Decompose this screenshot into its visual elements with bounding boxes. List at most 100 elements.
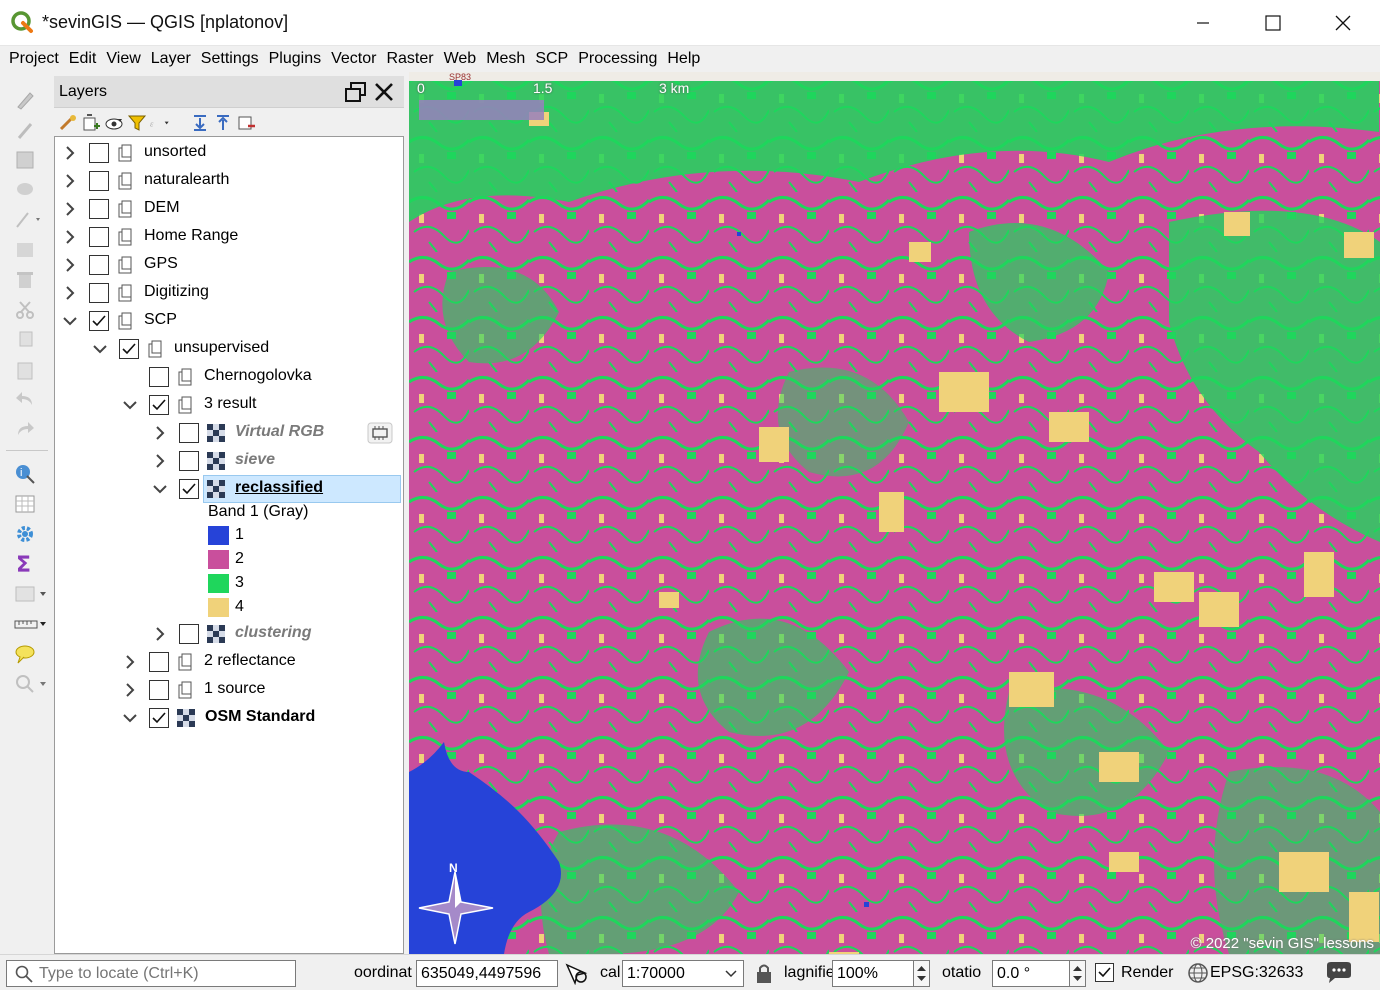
undo-button[interactable] [8,386,46,414]
layer-group-chernogolovka[interactable]: Chernogolovka [55,363,403,391]
show-layout-button[interactable] [8,580,46,608]
current-edits-button[interactable] [8,86,46,114]
chevron-right-icon[interactable] [61,144,79,162]
messages-icon[interactable] [1325,961,1353,985]
redo-button[interactable] [8,416,46,444]
layer-checkbox-checked[interactable] [149,708,169,728]
cut-features-button[interactable] [8,296,46,324]
menu-web[interactable]: Web [443,50,477,67]
identify-features-button[interactable]: i [8,460,46,488]
layer-checkbox[interactable] [89,227,109,247]
layer-osm-standard[interactable]: OSM Standard [55,704,403,732]
layer-group-2-reflectance[interactable]: 2 reflectance [55,648,403,676]
layer-tree[interactable]: unsorted naturalearth DEM Home Range GPS [54,136,404,954]
layer-checkbox[interactable] [149,680,169,700]
layer-group-scp[interactable]: SCP [55,307,403,335]
toggle-editing-button[interactable] [8,116,46,144]
layer-group-dem[interactable]: DEM [55,195,403,223]
remove-layer-icon[interactable] [236,113,256,133]
rotation-spinner[interactable] [1069,960,1086,987]
save-edits-button[interactable] [8,146,46,174]
lock-scale-icon[interactable] [754,962,774,984]
chevron-down-icon[interactable] [121,396,139,414]
menu-help[interactable]: Help [667,50,701,67]
layer-group-naturalearth[interactable]: naturalearth [55,167,403,195]
layer-checkbox[interactable] [179,451,199,471]
layer-group-unsupervised[interactable]: unsupervised [55,335,403,363]
filter-expression-icon[interactable]: ε [150,113,170,133]
rotation-field[interactable]: 0.0 ° [992,960,1070,987]
toggle-extents-icon[interactable] [564,961,590,985]
add-group-icon[interactable] [80,113,100,133]
chevron-down-icon[interactable] [91,340,109,358]
collapse-all-icon[interactable] [213,113,233,133]
layer-checkbox[interactable] [89,255,109,275]
layer-checkbox[interactable] [149,652,169,672]
chevron-right-icon[interactable] [151,424,169,442]
processing-toolbox-button[interactable] [8,520,46,548]
layer-group-unsorted[interactable]: unsorted [55,139,403,167]
chevron-down-icon[interactable] [121,709,139,727]
chevron-right-icon[interactable] [151,625,169,643]
layer-checkbox[interactable] [89,199,109,219]
map-tips-button[interactable] [8,640,46,668]
layer-checkbox[interactable] [149,367,169,387]
layer-checkbox[interactable] [179,624,199,644]
layer-checkbox-checked[interactable] [119,339,139,359]
chevron-right-icon[interactable] [61,200,79,218]
close-button[interactable] [1308,0,1378,46]
chevron-right-icon[interactable] [61,284,79,302]
layer-group-home-range[interactable]: Home Range [55,223,403,251]
manage-visibility-icon[interactable] [104,113,124,133]
menu-raster[interactable]: Raster [386,50,434,67]
add-feature-button[interactable] [8,176,46,204]
menu-edit[interactable]: Edit [68,50,97,67]
layer-group-3-result[interactable]: 3 result [55,391,403,419]
menu-processing[interactable]: Processing [578,50,658,67]
chevron-right-icon[interactable] [121,681,139,699]
layer-checkbox-checked[interactable] [149,395,169,415]
vertex-tool-button[interactable] [8,206,46,234]
measure-tool-button[interactable] [8,610,46,638]
chevron-right-icon[interactable] [151,452,169,470]
crs-label[interactable]: EPSG:32633 [1210,964,1304,981]
layer-checkbox[interactable] [89,143,109,163]
minimize-button[interactable] [1168,0,1238,46]
coordinate-field[interactable]: 635049,4497596 [416,960,558,987]
filter-legend-icon[interactable] [127,113,147,133]
chevron-right-icon[interactable] [61,228,79,246]
layer-group-1-source[interactable]: 1 source [55,676,403,704]
magnifier-field[interactable]: 100% [832,960,914,987]
expand-all-icon[interactable] [190,113,210,133]
chevron-right-icon[interactable] [61,256,79,274]
layer-group-gps[interactable]: GPS [55,251,403,279]
layer-checkbox[interactable] [89,283,109,303]
map-canvas[interactable]: SP83 0 1.5 3 km N © 2022 "sevin GIS" les… [409,72,1380,954]
zoom-tools-button[interactable] [8,670,46,698]
menu-project[interactable]: Project [9,50,59,67]
close-panel-icon[interactable] [372,81,396,103]
locator-input[interactable] [39,962,289,985]
menu-layer[interactable]: Layer [150,50,191,67]
float-panel-icon[interactable] [344,81,368,103]
layer-checkbox-checked[interactable] [89,311,109,331]
maximize-button[interactable] [1238,0,1308,46]
layer-checkbox[interactable] [179,423,199,443]
layer-virtual-rgb[interactable]: Virtual RGB [55,419,403,447]
paste-features-button[interactable] [8,356,46,384]
embedded-widget-icon[interactable] [367,422,393,444]
statistical-summary-button[interactable]: Σ [8,550,46,578]
chevron-right-icon[interactable] [121,653,139,671]
style-manager-icon[interactable] [58,113,78,133]
layer-clustering[interactable]: clustering [55,620,403,648]
magnifier-spinner[interactable] [913,960,930,987]
menu-view[interactable]: View [106,50,141,67]
render-checkbox[interactable] [1095,963,1114,982]
delete-selected-button[interactable] [8,266,46,294]
menu-settings[interactable]: Settings [200,50,259,67]
layer-checkbox[interactable] [89,171,109,191]
menu-scp[interactable]: SCP [535,50,569,67]
locator-bar[interactable] [6,960,296,987]
scale-combobox[interactable]: 1:70000 [622,960,744,987]
modify-attributes-button[interactable] [8,236,46,264]
